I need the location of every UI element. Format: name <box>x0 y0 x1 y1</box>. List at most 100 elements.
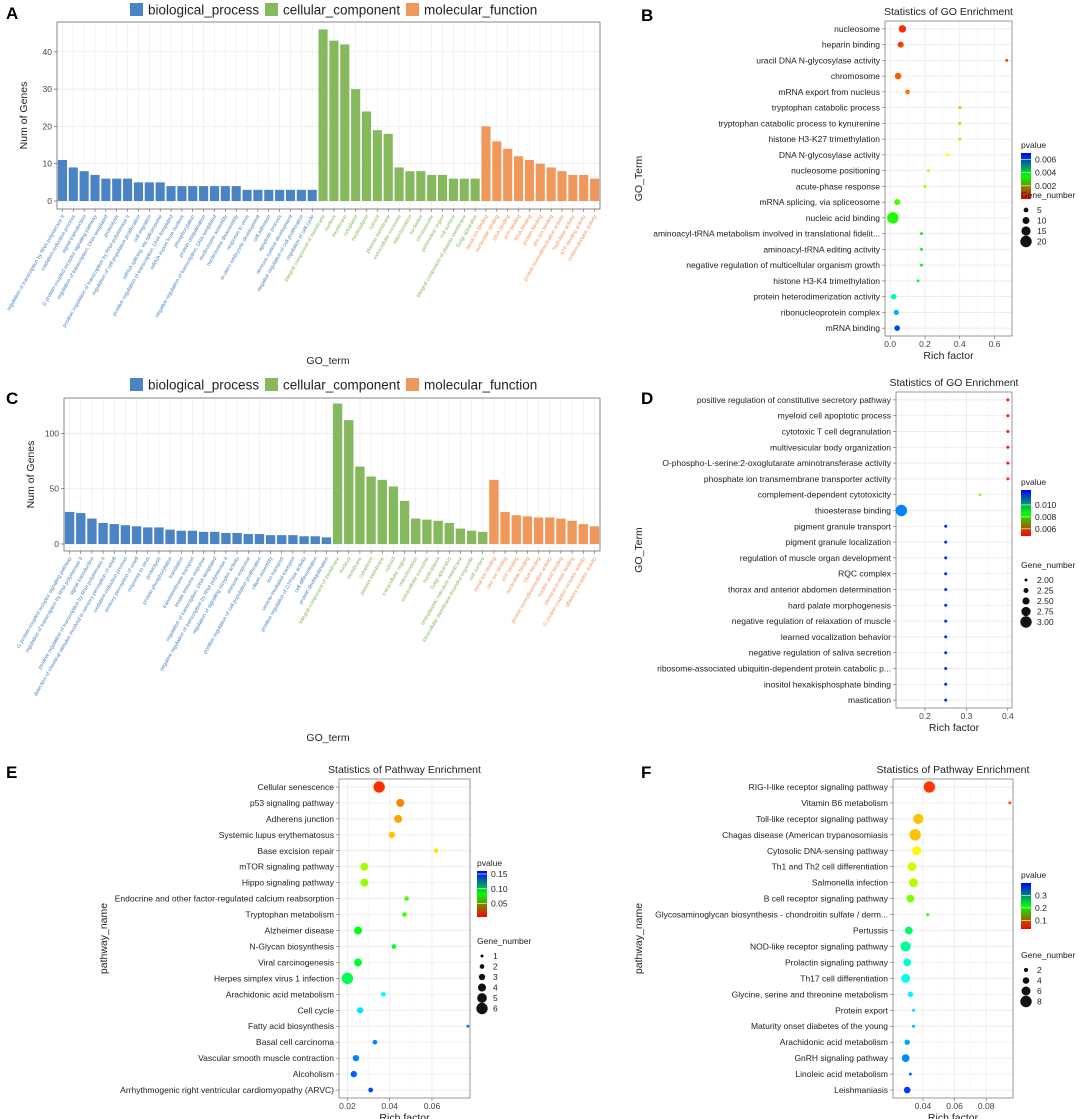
data-point <box>944 540 948 544</box>
size-legend-dot <box>480 954 484 958</box>
x-tick-label: 0.4 <box>954 339 966 349</box>
data-point <box>894 325 901 331</box>
bar <box>296 189 306 201</box>
data-point <box>901 973 911 983</box>
size-legend-dot <box>1020 235 1032 248</box>
data-point <box>360 862 369 871</box>
color-legend-label: 0.002 <box>1035 181 1057 191</box>
legend-label: biological_process <box>148 3 259 18</box>
bar <box>383 133 393 201</box>
bar <box>366 476 376 544</box>
size-legend-title: Gene_number <box>1021 190 1076 200</box>
term-label: ribosome-associated ubiquitin-dependent … <box>657 664 891 674</box>
legend-swatch <box>265 378 278 391</box>
bar <box>144 182 154 201</box>
x-tick-label: 0.06 <box>424 1101 441 1111</box>
data-point <box>912 846 922 856</box>
bar <box>394 167 404 201</box>
y-tick-label: 0 <box>54 539 59 549</box>
bar <box>123 178 133 201</box>
bar <box>285 189 296 201</box>
bar <box>511 515 521 544</box>
term-label: heparin binding <box>822 40 880 50</box>
term-label: Base excision repair <box>257 846 334 856</box>
term-label: Herpes simplex virus 1 infection <box>214 973 334 983</box>
bar <box>87 518 97 544</box>
size-legend-dot <box>478 973 486 981</box>
panel-d-dot-plot: Statistics of GO Enrichment positive regu… <box>633 377 1076 734</box>
legend-swatch <box>130 378 143 391</box>
bar <box>444 522 454 544</box>
term-label: histone H3-K4 trimethylation <box>773 276 880 286</box>
size-legend-dot <box>1021 226 1031 236</box>
bar <box>503 148 513 201</box>
data-point <box>396 798 405 807</box>
y-tick-label: 20 <box>43 121 53 131</box>
plot-area <box>339 779 470 1098</box>
bar <box>101 178 111 201</box>
bar <box>264 189 274 201</box>
term-label: Viral carcinogenesis <box>258 957 334 967</box>
color-legend-label: 0.10 <box>491 884 508 894</box>
panel-label-f: F <box>641 763 651 782</box>
bar <box>522 516 533 544</box>
legend-swatch <box>406 3 419 16</box>
size-legend-dot <box>1021 606 1031 617</box>
bar <box>68 167 78 201</box>
legend-label: molecular_function <box>424 3 537 18</box>
data-point <box>978 493 982 497</box>
term-label: Toll-like receptor signaling pathway <box>756 814 889 824</box>
term-label: ribonucleoprotein complex <box>781 307 881 317</box>
color-bar <box>477 871 487 917</box>
term-label: mRNA splicing, via spliceosome <box>760 197 881 207</box>
plot-area <box>896 392 1012 708</box>
y-tick-label: 0 <box>47 196 52 206</box>
bar <box>199 186 209 201</box>
bar <box>399 500 410 544</box>
color-legend-title: pvalue <box>1021 477 1046 487</box>
plot-border <box>63 397 601 552</box>
y-tick-label: 50 <box>50 484 60 494</box>
data-point <box>353 926 363 935</box>
bar <box>329 40 339 202</box>
bar <box>109 524 119 544</box>
term-label: acute-phase response <box>796 181 880 191</box>
bar <box>377 479 387 544</box>
term-label: nucleic acid binding <box>806 213 880 223</box>
x-tick-label: 0.04 <box>381 1101 398 1111</box>
term-label: thorax and anterior abdomen determinatio… <box>728 585 891 595</box>
panel-label-e: E <box>6 763 17 782</box>
bar <box>478 531 488 544</box>
panel-label-a: A <box>6 4 18 23</box>
bar <box>492 141 502 201</box>
size-legend-label: 1 <box>493 951 498 961</box>
bar <box>288 535 298 544</box>
bar <box>210 531 220 544</box>
bar <box>427 174 437 201</box>
term-label: NOD-like receptor signaling pathway <box>750 941 889 951</box>
data-point <box>958 106 962 110</box>
data-point <box>944 619 948 623</box>
x-axis-title: GO_term <box>306 355 349 367</box>
term-label: Alcoholism <box>293 1069 334 1079</box>
x-tick-label: 0.04 <box>915 1101 932 1111</box>
data-point <box>944 524 948 528</box>
bar <box>310 536 320 544</box>
legend-swatch <box>406 378 419 391</box>
data-point <box>356 1007 364 1014</box>
term-label: chromosome <box>831 71 880 81</box>
term-label: Leishmaniasis <box>834 1085 888 1095</box>
bar <box>242 189 252 201</box>
data-point <box>944 635 948 639</box>
data-point <box>920 247 924 251</box>
bar <box>455 528 466 544</box>
data-point <box>901 1054 910 1063</box>
size-legend-title: Gene_number <box>1021 950 1076 960</box>
term-label: Cell cycle <box>298 1005 335 1015</box>
bar <box>243 534 253 544</box>
data-point <box>908 1072 912 1076</box>
x-tick-label: 0.02 <box>339 1101 356 1111</box>
data-point <box>373 781 385 793</box>
term-label: Linoleic acid metabolism <box>795 1069 888 1079</box>
